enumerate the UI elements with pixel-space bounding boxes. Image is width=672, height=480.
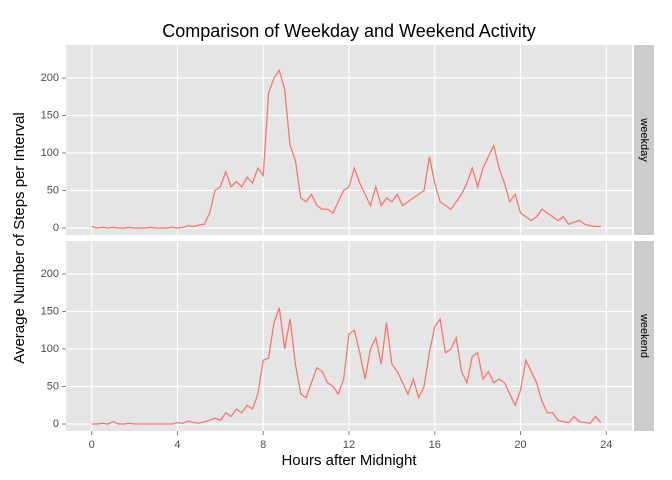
x-tick-label: 8 — [260, 439, 266, 451]
x-tick-label: 12 — [343, 439, 355, 451]
facet-label: weekday — [638, 117, 650, 162]
x-axis-label: Hours after Midnight — [281, 452, 417, 469]
y-tick-label: 50 — [47, 184, 59, 196]
chart-title: Comparison of Weekday and Weekend Activi… — [162, 21, 536, 41]
x-tick-label: 0 — [89, 439, 95, 451]
x-tick-label: 20 — [514, 439, 526, 451]
data-line — [91, 307, 602, 425]
y-tick-label: 0 — [53, 418, 59, 430]
y-tick-label: 200 — [41, 268, 59, 280]
data-line — [91, 69, 601, 229]
y-tick-label: 50 — [47, 380, 59, 392]
y-tick-label: 100 — [41, 343, 59, 355]
y-tick-label: 150 — [41, 305, 59, 317]
x-tick-label: 4 — [174, 439, 180, 451]
y-axis-label: Average Number of Steps per Interval — [11, 112, 28, 364]
facet-strip — [634, 241, 654, 431]
y-tick-label: 150 — [41, 109, 59, 121]
y-tick-label: 0 — [53, 222, 59, 234]
y-tick-label: 100 — [41, 147, 59, 159]
y-tick-label: 200 — [41, 72, 59, 84]
facet-strip — [634, 45, 654, 235]
facet-label: weekend — [638, 313, 650, 358]
x-tick-label: 16 — [429, 439, 441, 451]
x-tick-label: 24 — [600, 439, 612, 451]
